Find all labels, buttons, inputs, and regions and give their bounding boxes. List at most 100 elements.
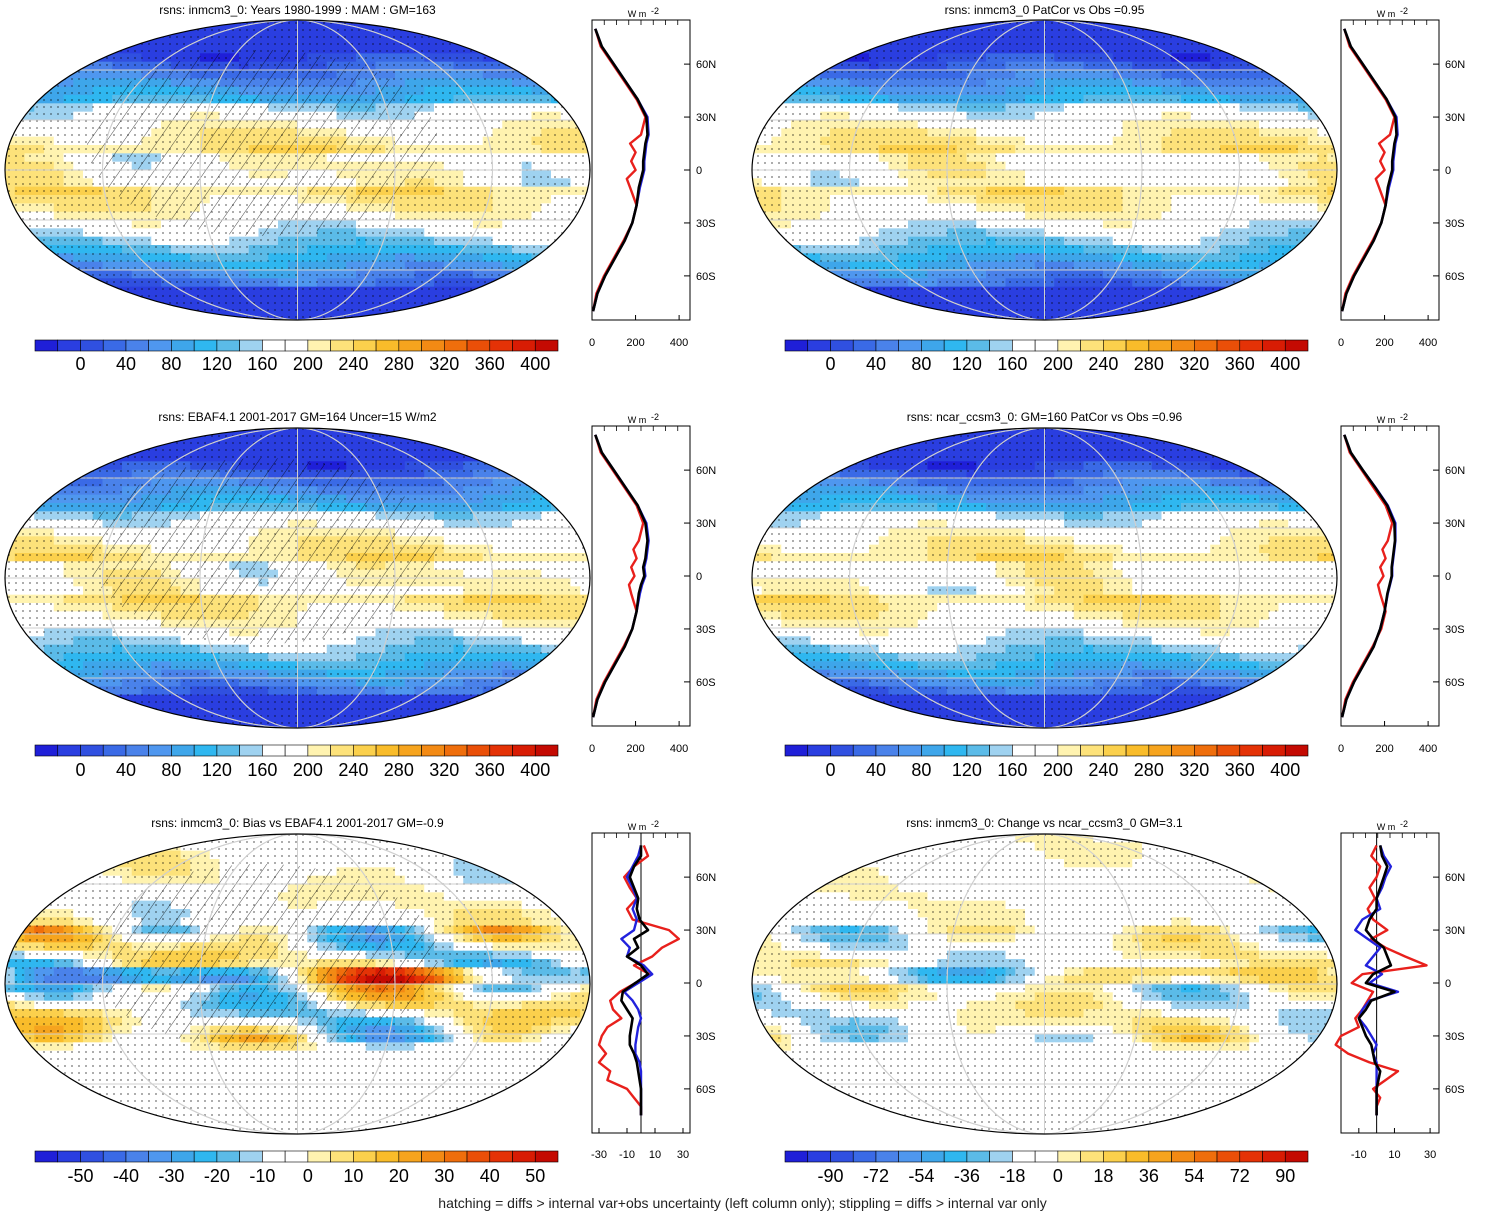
profile-x-tick-label: 30 [677, 1149, 689, 1161]
colorbar-swatch [125, 339, 149, 352]
colorbar-swatch [784, 744, 809, 757]
colorbar-label: 120 [202, 354, 232, 374]
colorbar-swatch [1012, 339, 1036, 352]
colorbar-label: -40 [113, 1166, 139, 1186]
profile-y-tick-label: 30S [1445, 1031, 1465, 1043]
colorbar-label: 18 [1093, 1166, 1113, 1186]
profile-y-tick-label: 30S [1445, 624, 1465, 636]
colorbar-swatch [1194, 744, 1218, 757]
colorbar-swatch [1171, 744, 1195, 757]
profile-4: W m -2 60N 30N 0 30S 60S 0 200 400 [1338, 412, 1465, 755]
profile-y-tick-label: 0 [1445, 571, 1451, 583]
colorbar-label: -20 [204, 1166, 230, 1186]
colorbar-label: 40 [866, 354, 886, 374]
colorbar-swatch [807, 744, 831, 757]
graticule [5, 834, 590, 1134]
map-outline [751, 427, 1338, 729]
profile-series-black [1357, 845, 1396, 1116]
panel-title-4: rsns: ncar_ccsm3_0: GM=160 PatCor vs Obs… [907, 410, 1183, 424]
colorbar-swatch [284, 1150, 309, 1163]
profile-1: W m -2 60N 30N 0 30S 60S 0 200 400 [589, 6, 716, 349]
colorbar-2: 0 40 80 120 160 200 240 280 320 360 400 [784, 339, 1309, 374]
profile-y-tick-label: 0 [696, 978, 702, 990]
map-outline [751, 19, 1338, 321]
map-panel-5 [4, 833, 591, 1135]
colorbar-swatch [1103, 339, 1127, 352]
colorbar-label: 320 [429, 760, 459, 780]
colorbar-swatch [1125, 744, 1150, 757]
profile-x-tick-label: 200 [626, 337, 644, 349]
colorbar-label: 400 [1270, 354, 1300, 374]
colorbar-swatch [148, 1150, 172, 1163]
profile-y-tick-label: 30N [1445, 112, 1465, 124]
map-outline [4, 833, 591, 1135]
colorbar-label: -90 [817, 1166, 843, 1186]
colorbar-swatch [1057, 744, 1081, 757]
colorbar-swatch [262, 744, 286, 757]
profile-x-tick-label: 0 [1338, 337, 1344, 349]
colorbar-swatch [353, 744, 377, 757]
profile-unit-label: W m [628, 822, 647, 832]
colorbar-label: 240 [1088, 760, 1118, 780]
profile-y-tick-label: 30S [696, 624, 716, 636]
colorbar-label: 400 [520, 760, 550, 780]
colorbar-swatch [943, 1150, 968, 1163]
colorbar-label: 400 [1270, 760, 1300, 780]
colorbar-swatch [1239, 1150, 1263, 1163]
colorbar-swatch [1057, 1150, 1081, 1163]
colorbar-swatch [193, 1150, 218, 1163]
profile-y-tick-label: 60N [696, 872, 716, 884]
colorbar-3: 0 40 80 120 160 200 240 280 320 360 400 [34, 744, 559, 780]
profile-unit-exponent: -2 [651, 6, 659, 16]
colorbar-swatch [398, 744, 422, 757]
profile-series-black [591, 434, 649, 718]
profile-2: W m -2 60N 30N 0 30S 60S 0 200 400 [1338, 6, 1465, 349]
colorbar-swatch [57, 339, 81, 352]
colorbar-label: 40 [480, 1166, 500, 1186]
colorbar-swatch [898, 1150, 922, 1163]
profile-6: W m -2 60N 30N 0 30S 60S -10 10 30 [1334, 819, 1465, 1161]
colorbar-swatch [421, 744, 445, 757]
profile-x-tick-label: 10 [1388, 1149, 1400, 1161]
colorbar-label: 400 [520, 354, 550, 374]
colorbar-swatch [307, 1150, 331, 1163]
colorbar-swatch [307, 339, 331, 352]
colorbar-swatch [80, 744, 104, 757]
colorbar-swatch [466, 744, 491, 757]
profile-unit-label: W m [628, 415, 647, 425]
colorbar-swatch [1148, 339, 1172, 352]
colorbar-swatch [262, 1150, 286, 1163]
colorbar-swatch [216, 744, 240, 757]
colorbar-6: -90 -72 -54 -36 -18 0 18 36 54 72 90 [784, 1150, 1309, 1186]
colorbar-label: 360 [1225, 354, 1255, 374]
colorbar-swatch [989, 744, 1013, 757]
colorbar-swatch [466, 339, 491, 352]
profile-unit-exponent: -2 [1400, 819, 1408, 829]
profile-x-tick-label: -10 [619, 1149, 635, 1161]
profile-series-black [620, 845, 650, 1116]
colorbar-swatch [875, 339, 900, 352]
map-outline [4, 19, 591, 321]
colorbar-label: 10 [343, 1166, 363, 1186]
colorbar-swatch [216, 339, 240, 352]
colorbar-swatch [57, 1150, 81, 1163]
colorbar-swatch [1012, 744, 1036, 757]
panels-layer: rsns: inmcm3_0: Years 1980-1999 : MAM : … [4, 3, 1465, 1186]
map-panel-6 [751, 833, 1338, 1135]
panel-title-3: rsns: EBAF4.1 2001-2017 GM=164 Uncer=15 … [158, 410, 436, 424]
colorbar-swatch [34, 1150, 59, 1163]
colorbar-swatch [921, 339, 945, 352]
colorbar-label: 0 [303, 1166, 313, 1186]
colorbar-swatch [398, 339, 422, 352]
colorbar-label: 20 [389, 1166, 409, 1186]
colorbar-label: 0 [75, 760, 85, 780]
colorbar-label: 320 [1179, 760, 1209, 780]
profile-x-tick-label: -10 [1351, 1149, 1367, 1161]
colorbar-swatch [943, 339, 968, 352]
colorbar-label: 320 [1179, 354, 1209, 374]
map-panel-3 [4, 427, 591, 729]
colorbar-label: 120 [202, 760, 232, 780]
profile-frame [1340, 832, 1440, 1134]
profile-x-tick-label: 400 [670, 337, 688, 349]
colorbar-swatch [807, 339, 831, 352]
